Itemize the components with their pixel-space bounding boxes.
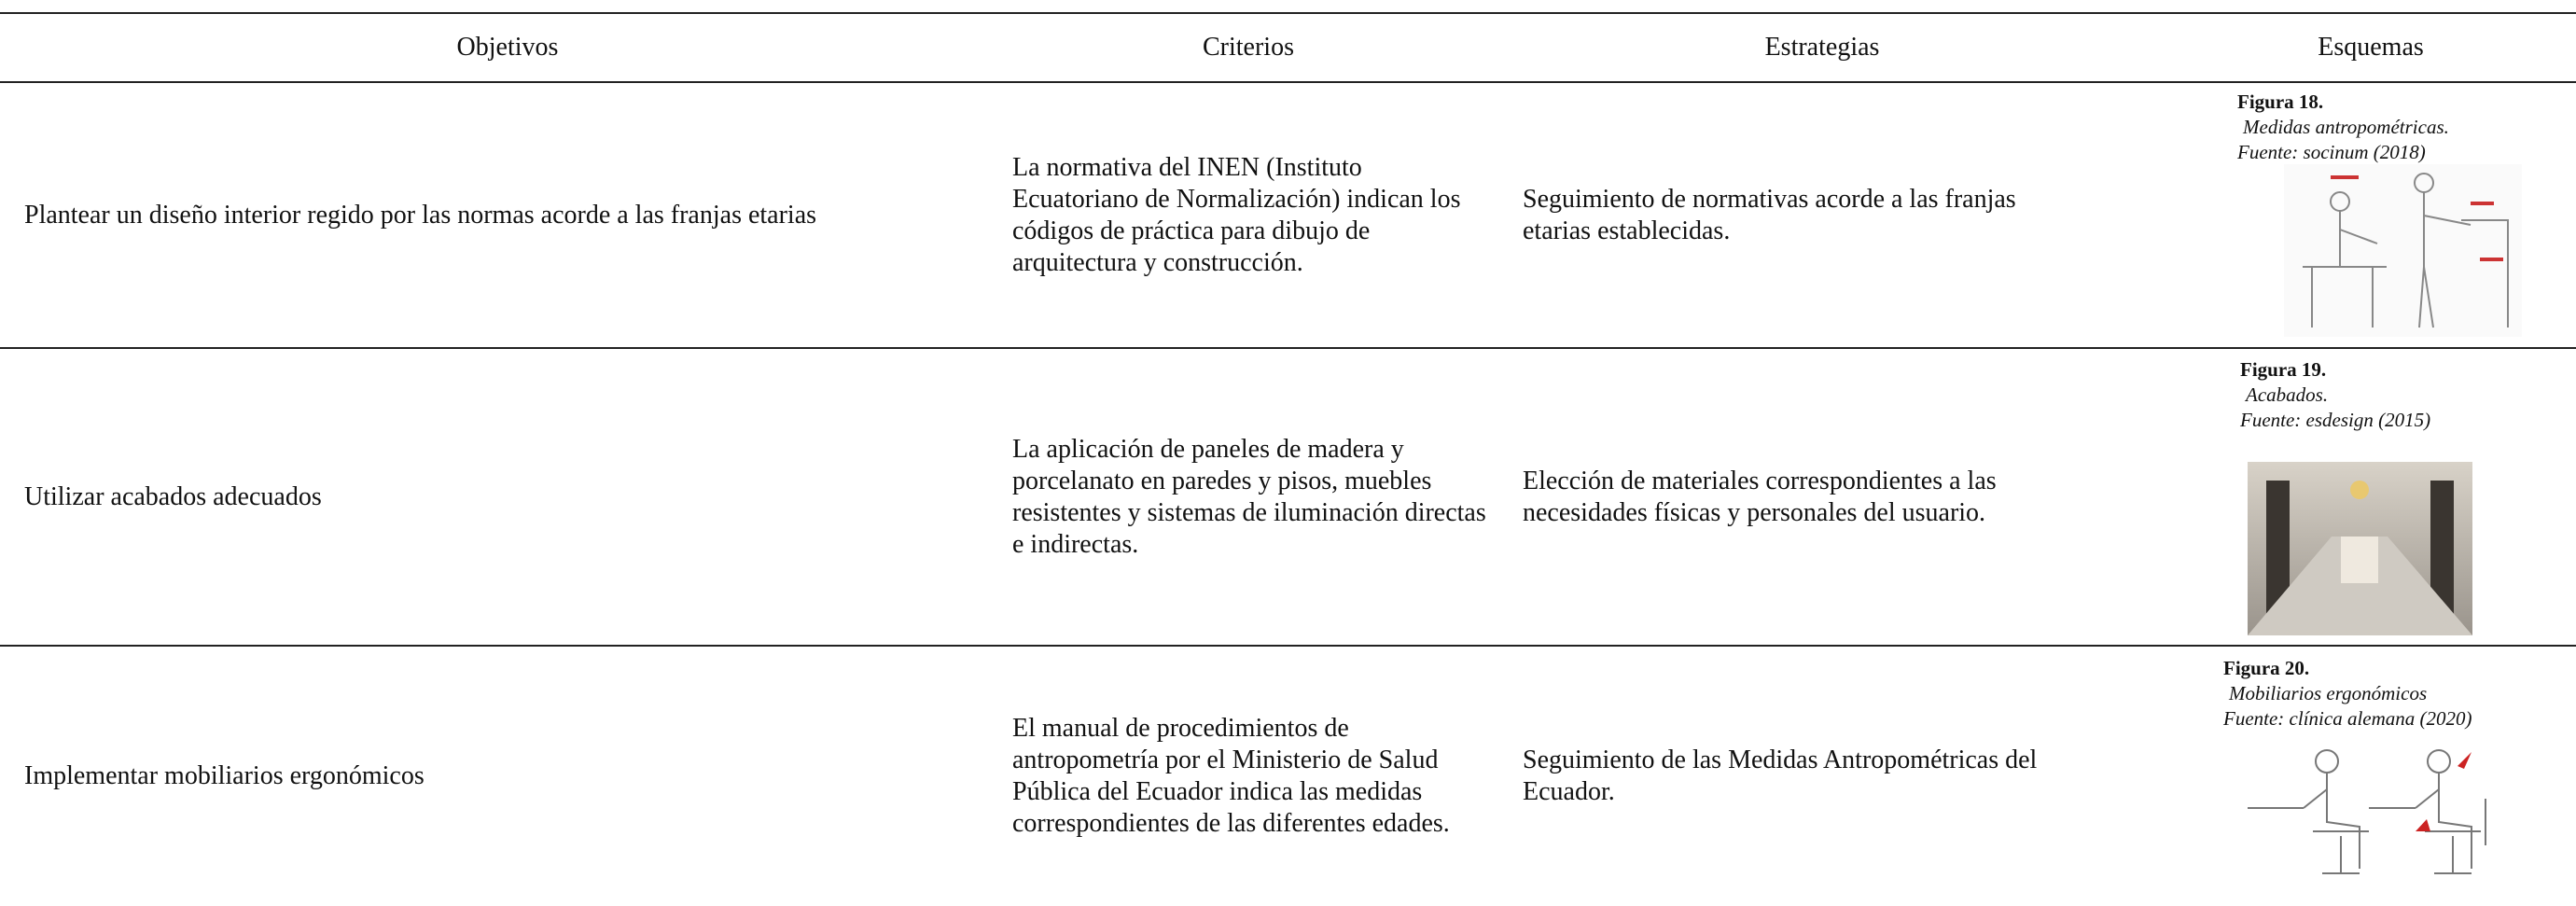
header-cell: Esquemas — [2318, 33, 2424, 62]
figure-caption: Figura 18. Medidas antropométricas. Fuente… — [2237, 90, 2449, 165]
objective-cell: Plantear un diseño interior regido por l… — [24, 200, 817, 230]
header-cell: Criterios — [1203, 33, 1294, 62]
rule — [0, 12, 2576, 14]
figure-title: Mobiliarios ergonómicos — [2229, 682, 2428, 704]
figure-caption: Figura 19. Acabados. Fuente: esdesign (201… — [2240, 357, 2430, 433]
figure-source: Fuente: socinum (2018) — [2237, 141, 2426, 163]
objective-cell: Implementar mobiliarios ergonómicos — [24, 761, 425, 790]
rule — [0, 81, 2576, 83]
rule — [0, 347, 2576, 349]
figure-image — [2248, 743, 2513, 887]
figure-caption: Figura 20. Mobiliarios ergonómicos Fuente:… — [2223, 656, 2472, 732]
figure-label: Figura 19. — [2240, 358, 2327, 381]
figure-source: Fuente: esdesign (2015) — [2240, 409, 2431, 431]
header-cell: Estrategias — [1764, 33, 1880, 62]
criterion-cell: La normativa del INEN (Instituto Ecuator… — [1012, 152, 1461, 277]
objective-cell: Utilizar acabados adecuados — [24, 481, 322, 511]
figure-label: Figura 20. — [2223, 657, 2310, 679]
strategy-cell: Elección de materiales correspondientes … — [1523, 466, 1997, 527]
criterion-cell: La aplicación de paneles de madera y por… — [1012, 434, 1486, 559]
figure-title: Acabados. — [2246, 383, 2329, 406]
strategy-cell: Seguimiento de las Medidas Antropométric… — [1523, 746, 2038, 806]
header-cell: Objetivos — [456, 33, 559, 62]
rule — [0, 645, 2576, 647]
figure-image — [2284, 164, 2522, 337]
criterion-cell: El manual de procedimientos de antropome… — [1012, 714, 1450, 838]
figure-label: Figura 18. — [2237, 91, 2324, 113]
strategy-cell: Seguimiento de normativas acorde a las f… — [1523, 184, 2016, 245]
figure-source: Fuente: clínica alemana (2020) — [2223, 707, 2472, 730]
figure-title: Medidas antropométricas. — [2243, 116, 2449, 138]
figure-image — [2248, 462, 2472, 635]
